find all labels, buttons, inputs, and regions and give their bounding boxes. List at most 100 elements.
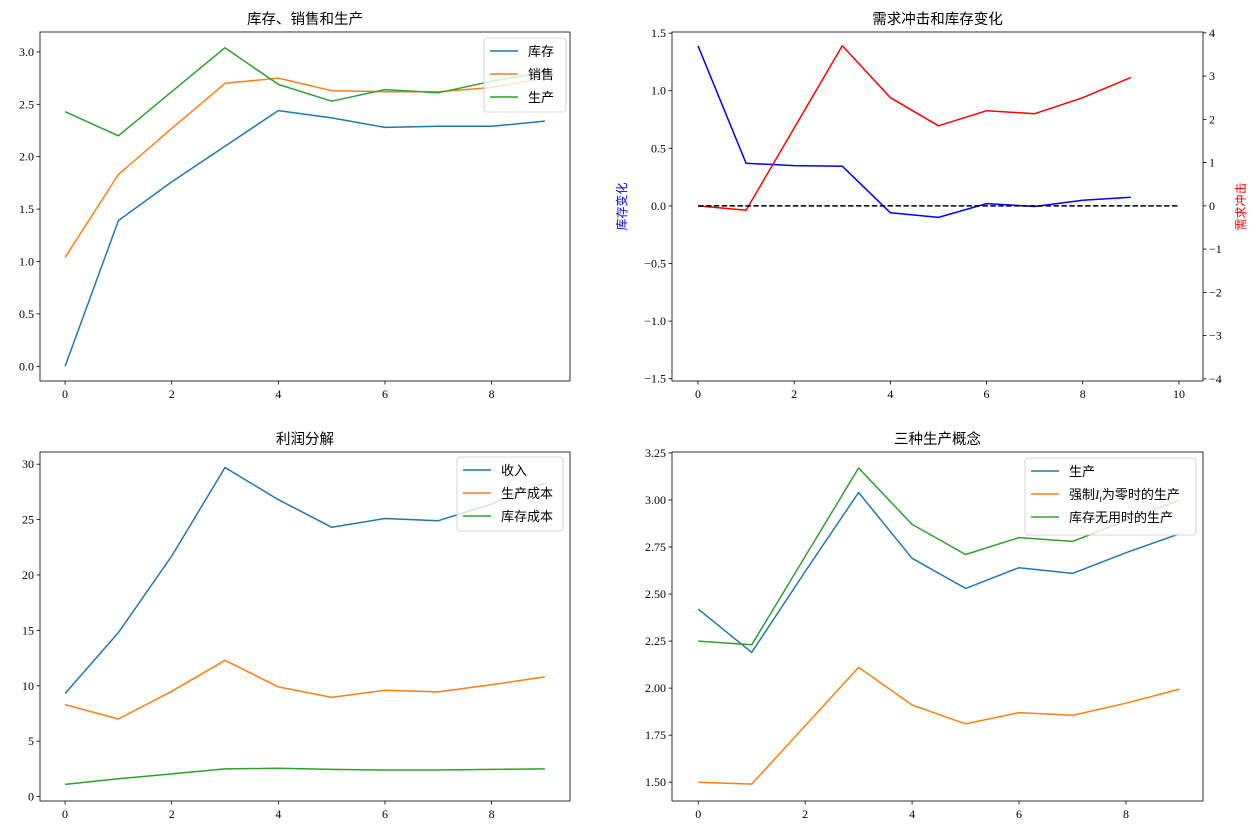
axes-frame <box>671 31 1204 382</box>
y-tick-label: 5 <box>28 734 34 748</box>
legend-box <box>1024 457 1197 536</box>
y2-tick-label: 0 <box>1209 199 1215 213</box>
y-tick-label: 0.0 <box>651 199 666 213</box>
y-tick-label: 0 <box>28 790 34 804</box>
y-tick-label: 1.50 <box>645 775 666 789</box>
y2-tick-label: −1 <box>1209 242 1222 256</box>
y-tick-label: 2.0 <box>19 150 34 164</box>
legend-entry-2: 销售 <box>528 67 554 82</box>
y-axis-label: 库存变化 <box>614 182 629 230</box>
y2-tick-label: 3 <box>1209 69 1215 83</box>
x-tick-label: 6 <box>382 387 388 401</box>
y-tick-label: 25 <box>22 513 34 527</box>
series-line-2 <box>697 45 1132 211</box>
y-tick-label: 0.5 <box>651 141 666 155</box>
axes-frame <box>39 31 571 382</box>
x-tick-label: 8 <box>1123 807 1129 821</box>
series-line-1 <box>697 491 1180 654</box>
legend-entry-3: 生产 <box>528 90 554 105</box>
legend-text-part: 为零时的生产 <box>1102 487 1180 502</box>
y-tick-label: 0.0 <box>19 359 34 373</box>
y-tick-label: 2.75 <box>645 540 666 554</box>
y-tick-label: −1.0 <box>644 314 666 328</box>
series-line-1 <box>64 109 545 367</box>
x-tick-label: 10 <box>1173 387 1185 401</box>
x-tick-label: 8 <box>1080 387 1086 401</box>
y-tick-label: 3.25 <box>645 446 666 460</box>
y-tick-label: −0.5 <box>644 257 666 271</box>
series-line-2 <box>698 666 1180 785</box>
legend-text-part: I <box>1094 487 1100 502</box>
legend-entry-3: 库存成本 <box>501 509 553 524</box>
y-tick-label: 3.0 <box>19 45 34 59</box>
x-tick-label: 2 <box>802 807 808 821</box>
subplot-2: 0 2 4 6 8 10 −1.5 −1.0 −0.5 0.0 0.5 1.0 1.5 −4 −3 −2 −1 0… <box>614 11 1248 401</box>
legend-text-part: t <box>1099 494 1102 504</box>
y-tick-label: 1.75 <box>645 728 666 742</box>
x-tick-label: 2 <box>169 387 175 401</box>
x-tick-label: 6 <box>1016 807 1022 821</box>
legend-box <box>456 456 564 532</box>
y-tick-label: 1.5 <box>19 202 34 216</box>
series-line-2 <box>64 77 546 258</box>
legend-box <box>483 37 567 113</box>
axes-frame <box>39 451 571 802</box>
y-tick-label: 15 <box>22 623 34 637</box>
x-tick-label: 8 <box>489 807 495 821</box>
y-tick-label: 20 <box>22 568 34 582</box>
y-tick-label: 30 <box>22 457 34 471</box>
legend-entry-1: 收入 <box>501 463 527 478</box>
y-tick-label: 0.5 <box>19 307 34 321</box>
series-line-3 <box>65 767 545 786</box>
y2-tick-label: 4 <box>1209 26 1215 40</box>
axes-frame <box>671 451 1204 802</box>
y-tick-label: 1.0 <box>651 84 666 98</box>
y-tick-label: −1.5 <box>644 372 666 386</box>
x-tick-label: 2 <box>791 387 797 401</box>
y2-tick-label: 1 <box>1209 156 1215 170</box>
x-tick-label: 4 <box>909 807 915 821</box>
x-tick-label: 6 <box>382 807 388 821</box>
series-line-2 <box>64 659 546 720</box>
y2-tick-label: −2 <box>1209 285 1222 299</box>
y-tick-label: 10 <box>22 679 34 693</box>
x-tick-label: 0 <box>62 387 68 401</box>
x-tick-label: 6 <box>984 387 990 401</box>
x-tick-label: 0 <box>62 807 68 821</box>
y-tick-label: 2.50 <box>645 587 666 601</box>
y-tick-label: 2.5 <box>19 97 34 111</box>
x-tick-label: 0 <box>695 807 701 821</box>
x-tick-label: 2 <box>169 807 175 821</box>
y-tick-label: 1.0 <box>19 255 34 269</box>
y2-tick-label: −3 <box>1209 329 1222 343</box>
x-tick-label: 4 <box>887 387 893 401</box>
legend-entry-1: 库存 <box>528 44 554 59</box>
chart-title: 库存、销售和生产 <box>247 11 363 28</box>
x-tick-label: 8 <box>489 387 495 401</box>
y2-axis-label: 需求冲击 <box>1233 182 1248 230</box>
chart-title: 需求冲击和库存变化 <box>872 11 1003 28</box>
y2-tick-label: −4 <box>1209 372 1222 386</box>
y-tick-label: 2.25 <box>645 634 666 648</box>
chart-title: 利润分解 <box>276 431 334 448</box>
legend-entry-2: 生产成本 <box>501 486 553 501</box>
subplot-4: 0 2 4 6 8 1.50 1.75 2.00 2.25 2.50 2.75 3.00 3.25 三种生… <box>645 430 1204 821</box>
series-line-1 <box>697 45 1131 219</box>
legend-entry-2: 强制It为零时的生产 <box>1069 487 1180 504</box>
y-tick-label: 2.00 <box>645 681 666 695</box>
x-tick-label: 4 <box>275 807 281 821</box>
legend-text-part: 强制 <box>1069 487 1095 502</box>
x-tick-label: 4 <box>275 387 281 401</box>
chart-title: 三种生产概念 <box>894 430 981 448</box>
y2-tick-label: 2 <box>1209 112 1215 126</box>
x-tick-label: 0 <box>695 387 701 401</box>
y-tick-label: 1.5 <box>651 26 666 40</box>
legend-entry-1: 生产 <box>1069 464 1095 479</box>
y-tick-label: 3.00 <box>645 493 666 507</box>
